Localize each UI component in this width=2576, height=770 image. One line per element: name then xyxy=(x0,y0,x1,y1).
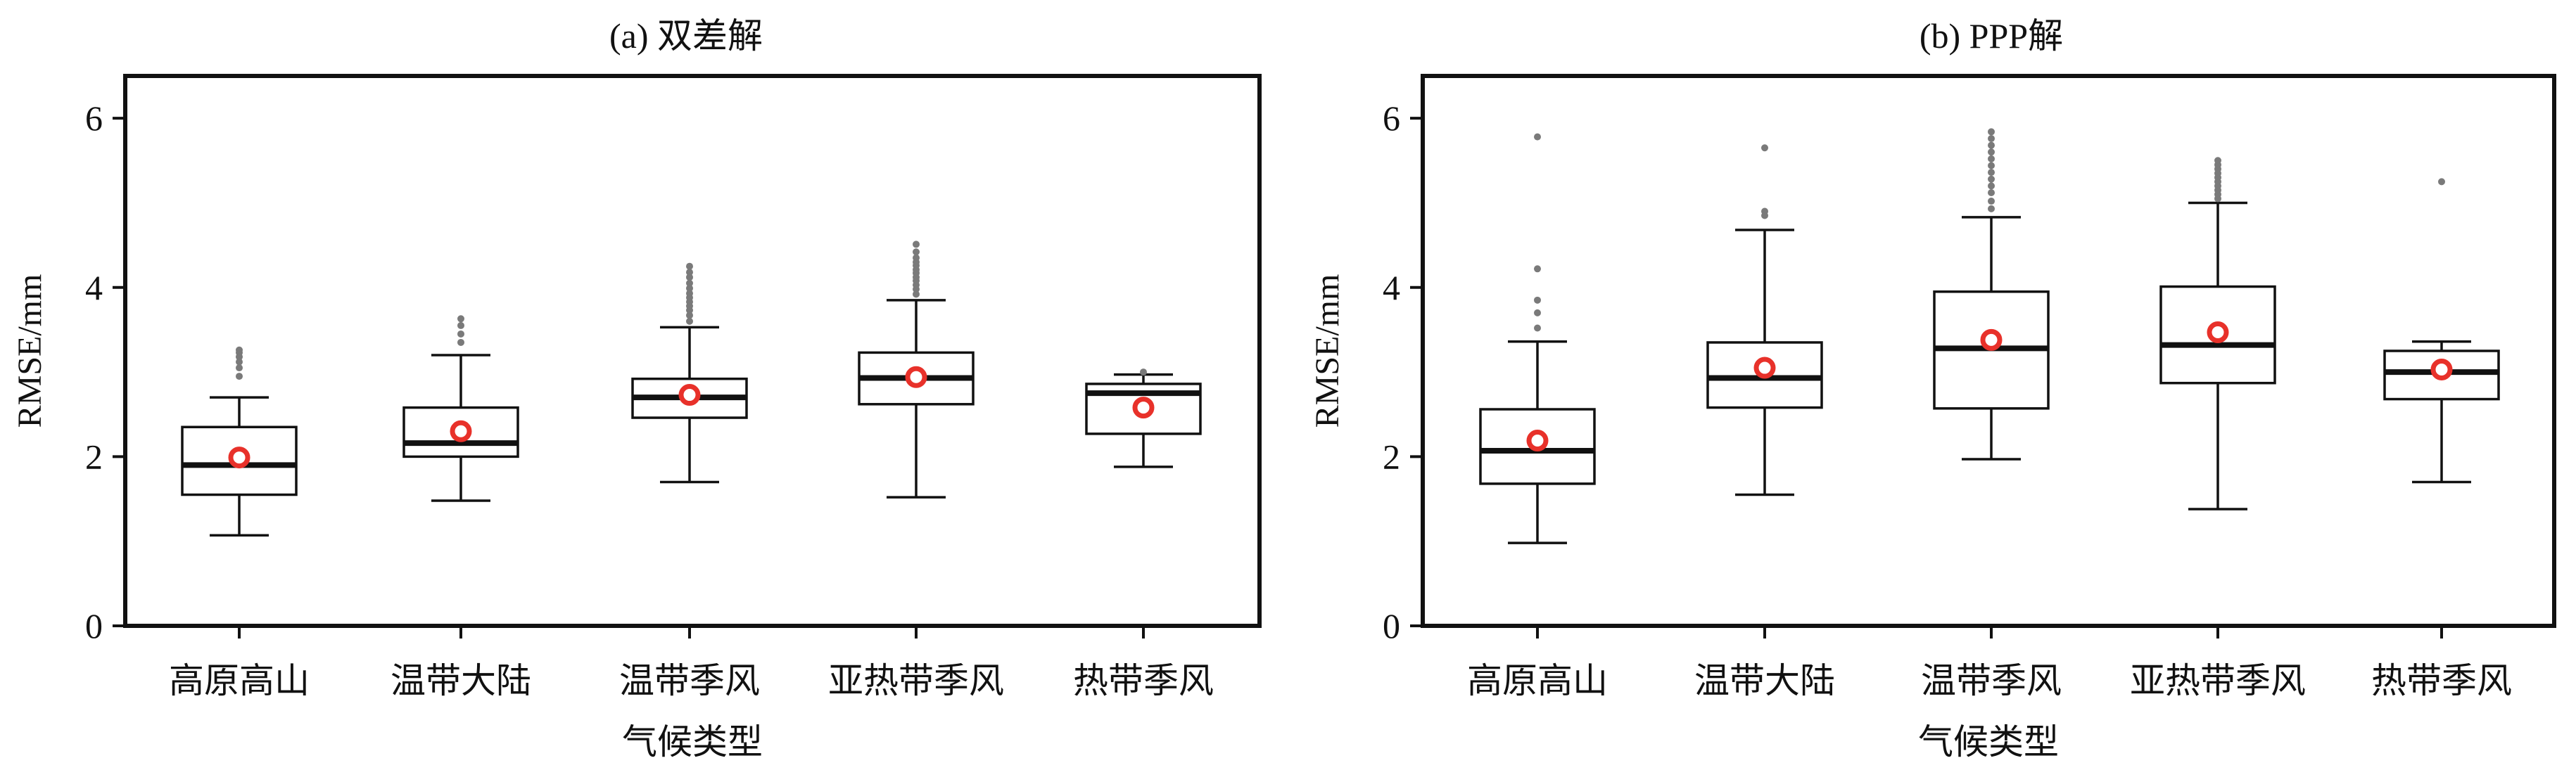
outlier-point xyxy=(1988,182,1995,190)
outlier-point xyxy=(1988,198,1995,205)
outlier-point xyxy=(1761,144,1768,152)
outlier-point xyxy=(1988,169,1995,177)
y-tick-label: 2 xyxy=(85,437,103,476)
outlier-point xyxy=(1988,162,1995,169)
outlier-point xyxy=(1534,296,1541,304)
y-tick-label: 0 xyxy=(1383,606,1400,646)
outlier-point xyxy=(913,290,920,298)
outlier-point xyxy=(686,262,693,270)
outlier-point xyxy=(1988,205,1995,212)
outlier-point xyxy=(1534,309,1541,316)
mean-marker xyxy=(1132,397,1155,419)
outlier-point xyxy=(2214,157,2221,165)
outlier-point xyxy=(1988,141,1995,149)
mean-marker xyxy=(2207,321,2229,344)
outlier-point xyxy=(2438,178,2445,186)
outlier-point xyxy=(686,290,693,297)
outlier-point xyxy=(1988,135,1995,143)
outlier-point xyxy=(1534,324,1541,332)
outlier-point xyxy=(686,312,693,319)
y-tick-label: 6 xyxy=(85,98,103,138)
plot-frame xyxy=(1421,74,2556,628)
outlier-point xyxy=(236,373,243,380)
chart-title: (a) 双差解 xyxy=(609,16,763,56)
outlier-point xyxy=(236,364,243,372)
box-5: 热带季风 xyxy=(1073,368,1214,700)
box-4: 亚热带季风 xyxy=(828,240,1004,700)
y-axis-label: RMSE/mm xyxy=(11,274,49,428)
box-5: 热带季风 xyxy=(2371,178,2512,700)
mean-marker xyxy=(2430,358,2453,380)
x-tick-label: 温带季风 xyxy=(1921,661,2062,700)
outlier-point xyxy=(1988,155,1995,162)
mean-marker xyxy=(905,366,927,388)
x-tick-label: 温带季风 xyxy=(619,661,760,700)
outlier-point xyxy=(686,317,693,325)
x-tick-label: 热带季风 xyxy=(1073,661,1214,700)
mean-marker xyxy=(678,384,701,406)
iqr-box xyxy=(181,425,298,496)
x-tick-label: 温带大陆 xyxy=(1694,661,1835,700)
chart-panel-a: (a) 双差解 0 2 4 6 RMSE/mm 气候类型 高原高山 温带大陆 温带季风 亚热带季风 热… xyxy=(11,16,1262,762)
outlier-point xyxy=(1988,148,1995,156)
outlier-point xyxy=(457,315,464,323)
box-1: 高原高山 xyxy=(1467,133,1608,700)
x-tick-label: 高原高山 xyxy=(1467,661,1608,700)
x-tick-label: 温带大陆 xyxy=(391,661,531,700)
x-axis-label: 气候类型 xyxy=(622,722,763,762)
outlier-point xyxy=(913,240,920,248)
chart-panel-b: (b) PPP解 0 2 4 6 RMSE/mm 气候类型 高原高山 温带大陆 温带季风 亚热带季风… xyxy=(1309,16,2556,762)
y-axis-label: RMSE/mm xyxy=(1309,274,1346,428)
outlier-point xyxy=(1988,175,1995,183)
x-tick-label: 亚热带季风 xyxy=(2130,661,2306,700)
outlier-point xyxy=(457,330,464,338)
mean-marker xyxy=(450,420,472,442)
outlier-point xyxy=(236,346,243,354)
outlier-point xyxy=(913,254,920,262)
outlier-point xyxy=(1140,368,1147,376)
outlier-point xyxy=(1761,207,1768,215)
x-tick-label: 亚热带季风 xyxy=(828,661,1004,700)
outlier-point xyxy=(686,284,693,292)
box-3: 温带季风 xyxy=(619,262,760,700)
y-tick-label: 4 xyxy=(85,268,103,307)
box-2: 温带大陆 xyxy=(391,315,531,700)
outlier-point xyxy=(686,274,693,281)
box-3: 温带季风 xyxy=(1921,128,2062,700)
outlier-point xyxy=(457,338,464,346)
outlier-point xyxy=(1988,128,1995,136)
outlier-point xyxy=(913,248,920,256)
outlier-point xyxy=(686,279,693,287)
y-tick-label: 4 xyxy=(1383,268,1400,307)
mean-marker xyxy=(1980,328,2003,351)
x-tick-label: 高原高山 xyxy=(169,661,310,700)
chart-title: (b) PPP解 xyxy=(1920,16,2063,56)
box-2: 温带大陆 xyxy=(1694,144,1835,700)
y-tick-label: 6 xyxy=(1383,98,1400,138)
outlier-point xyxy=(1534,133,1541,141)
mean-marker xyxy=(1753,357,1776,379)
outlier-point xyxy=(1534,265,1541,273)
mean-marker xyxy=(1526,430,1549,452)
mean-marker xyxy=(228,447,250,469)
x-axis-label: 气候类型 xyxy=(1918,722,2059,762)
plot-frame xyxy=(123,74,1262,628)
outlier-point xyxy=(686,269,693,276)
x-tick-label: 热带季风 xyxy=(2371,661,2512,700)
box-1: 高原高山 xyxy=(169,346,310,700)
box-4: 亚热带季风 xyxy=(2130,157,2306,700)
outlier-point xyxy=(457,321,464,329)
y-tick-label: 2 xyxy=(1383,437,1400,476)
outlier-point xyxy=(236,358,243,366)
y-tick-label: 0 xyxy=(85,606,103,646)
outlier-point xyxy=(1988,189,1995,197)
